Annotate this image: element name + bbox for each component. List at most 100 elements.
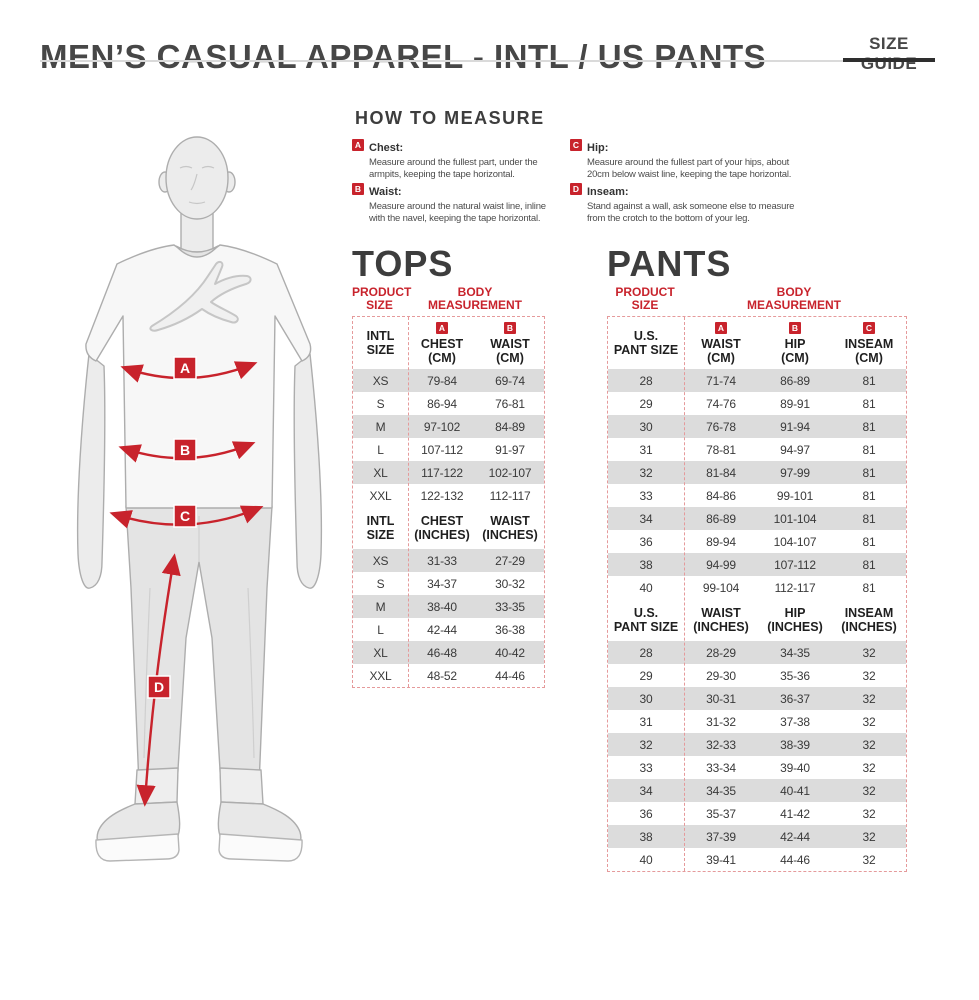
size-guide-tab[interactable]: SIZE GUIDE [860,34,918,73]
inseam-inches-column-header: INSEAM (INCHES) [841,606,897,634]
table-cell: 79-84 [427,373,457,388]
table-cell: 35-37 [706,806,736,821]
letter-chip-a: A [715,321,727,334]
table-row: M 97-102 84-89 [353,415,544,438]
table-row: 36 35-37 41-42 32 [608,802,906,825]
tops-inches-subheader: INTL SIZE CHEST (INCHES) WAIST (INCHES) [353,507,544,549]
table-cell: 32-33 [706,737,736,752]
table-row: S 34-37 30-32 [353,572,544,595]
table-cell: 76-78 [706,419,736,434]
measure-description: Stand against a wall, ask someone else t… [587,201,795,224]
waist-cm-column-header: B WAIST (CM) [490,321,530,365]
table-cell: 33-34 [706,760,736,775]
pants-inches-subheader: U.S. PANT SIZE WAIST (INCHES) HIP (INCHE… [608,599,906,641]
table-cell: M [375,419,386,434]
table-cell: 38 [639,829,653,844]
table-cell: 40 [639,580,653,595]
table-cell: 76-81 [495,396,525,411]
chest-inches-column-header: CHEST (INCHES) [414,514,470,542]
table-cell: 81 [862,511,876,526]
table-cell: M [375,599,386,614]
table-cell: 33 [639,488,653,503]
table-cell: 71-74 [706,373,736,388]
table-cell: 81 [862,465,876,480]
table-cell: 41-42 [780,806,810,821]
table-cell: 32 [639,737,653,752]
table-cell: 81 [862,396,876,411]
waist-cm-column-header: A WAIST (CM) [701,321,741,365]
table-cell: 27-29 [495,553,525,568]
table-cell: 32 [862,714,876,729]
column-divider [408,317,409,687]
table-row: XS 79-84 69-74 [353,369,544,392]
table-cell: 97-102 [423,419,461,434]
tops-cm-rows: XS 79-84 69-74 S 86-94 76-81 M 97-102 84-89 L 107-… [353,369,544,507]
table-cell: 32 [862,645,876,660]
table-cell: 81-84 [706,465,736,480]
table-cell: 81 [862,373,876,388]
body-art [76,136,323,862]
body-measurement-header: BODY MEASUREMENT [746,285,841,312]
table-cell: XL [373,465,388,480]
body-measurement-header: BODY MEASUREMENT [427,285,522,312]
table-cell: 81 [862,534,876,549]
table-cell: 117-122 [421,465,463,480]
size-column-header: INTL SIZE [366,329,395,357]
letter-chip-b: B [789,321,801,334]
tops-inches-rows: XS 31-33 27-29 S 34-37 30-32 M 38-40 33-35 L 42-44… [353,549,544,687]
page-title: MEN’S CASUAL APPAREL - INTL / US PANTS [40,38,767,76]
waist-inches-column-header: WAIST (INCHES) [482,514,538,542]
table-cell: 81 [862,419,876,434]
table-cell: XS [372,373,389,388]
table-cell: 28 [639,645,653,660]
product-size-header: PRODUCT SIZE [352,285,412,312]
letter-chip-b: B [504,321,516,334]
table-cell: 30-31 [706,691,736,706]
table-row: 31 31-32 37-38 32 [608,710,906,733]
chest-cm-column-header: A CHEST (CM) [420,321,464,365]
table-cell: 31 [639,714,653,729]
table-cell: 29 [639,396,653,411]
mannequin-illustration: A B C D [76,136,323,862]
figure-marker-labels: A B C D [147,356,197,699]
table-cell: 104-107 [773,534,817,549]
table-cell: 40-42 [495,645,525,660]
pants-column-group-headers: PRODUCT SIZE BODY MEASUREMENT [607,286,907,312]
table-row: XL 46-48 40-42 [353,641,544,664]
table-cell: 39-41 [706,852,736,867]
table-cell: 81 [862,442,876,457]
measure-label: Waist: [369,186,402,198]
marker-box-a [173,356,197,380]
table-row: L 42-44 36-38 [353,618,544,641]
tops-heading: TOPS [352,243,454,284]
table-row: 36 89-94 104-107 81 [608,530,906,553]
table-cell: 89-94 [706,534,736,549]
table-cell: L [377,442,384,457]
table-cell: 84-86 [706,488,736,503]
table-cell: 81 [862,557,876,572]
product-size-header: PRODUCT SIZE [615,285,675,312]
table-cell: 84-89 [495,419,525,434]
table-cell: 32 [862,806,876,821]
table-cell: 37-39 [706,829,736,844]
measure-description: Measure around the fullest part of your … [587,157,792,180]
table-row: 33 84-86 99-101 81 [608,484,906,507]
letter-chip-b: B [352,183,364,195]
letter-chip-c: C [570,139,582,151]
table-row: 34 86-89 101-104 81 [608,507,906,530]
table-row: XS 31-33 27-29 [353,549,544,572]
table-cell: 30 [639,419,653,434]
table-row: 28 28-29 34-35 32 [608,641,906,664]
table-cell: 32 [862,760,876,775]
table-cell: 91-97 [495,442,525,457]
table-cell: 42-44 [780,829,810,844]
table-cell: 34-37 [427,576,457,591]
table-cell: 46-48 [427,645,457,660]
column-divider [684,317,685,871]
table-cell: 94-97 [780,442,810,457]
measure-item-waist: B Waist: Measure around the natural wais… [352,182,556,224]
table-cell: 32 [639,465,653,480]
measure-item-inseam: D Inseam: Stand against a wall, ask some… [570,182,796,224]
letter-chip-c: C [863,321,875,334]
